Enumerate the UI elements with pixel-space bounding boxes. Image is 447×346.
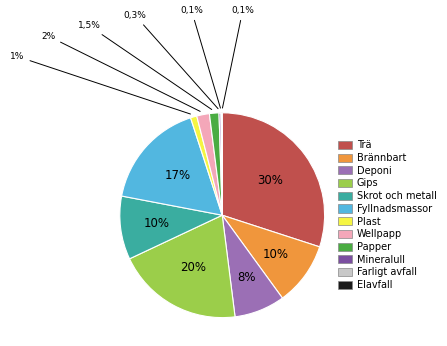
Text: 0,1%: 0,1% <box>180 6 220 108</box>
Wedge shape <box>122 118 222 215</box>
Wedge shape <box>222 215 320 298</box>
Text: 20%: 20% <box>181 261 207 274</box>
Text: 10%: 10% <box>263 248 289 261</box>
Wedge shape <box>221 113 222 215</box>
Text: 2%: 2% <box>41 31 200 111</box>
Wedge shape <box>130 215 235 318</box>
Wedge shape <box>197 113 222 215</box>
Text: 30%: 30% <box>257 174 283 187</box>
Wedge shape <box>222 215 283 317</box>
Wedge shape <box>209 113 222 215</box>
Wedge shape <box>120 196 222 259</box>
Wedge shape <box>219 113 222 215</box>
Text: 17%: 17% <box>164 170 191 182</box>
Text: 0,1%: 0,1% <box>223 6 254 108</box>
Text: 1,5%: 1,5% <box>78 21 212 110</box>
Text: 8%: 8% <box>237 271 256 284</box>
Wedge shape <box>222 113 325 247</box>
Legend: Trä, Brännbart, Deponi, Gips, Skrot och metall, Fyllnadsmassor, Plast, Wellpapp,: Trä, Brännbart, Deponi, Gips, Skrot och … <box>335 136 441 294</box>
Text: 1%: 1% <box>10 52 190 114</box>
Wedge shape <box>190 116 222 215</box>
Text: 0,3%: 0,3% <box>124 11 218 109</box>
Text: 10%: 10% <box>143 217 169 230</box>
